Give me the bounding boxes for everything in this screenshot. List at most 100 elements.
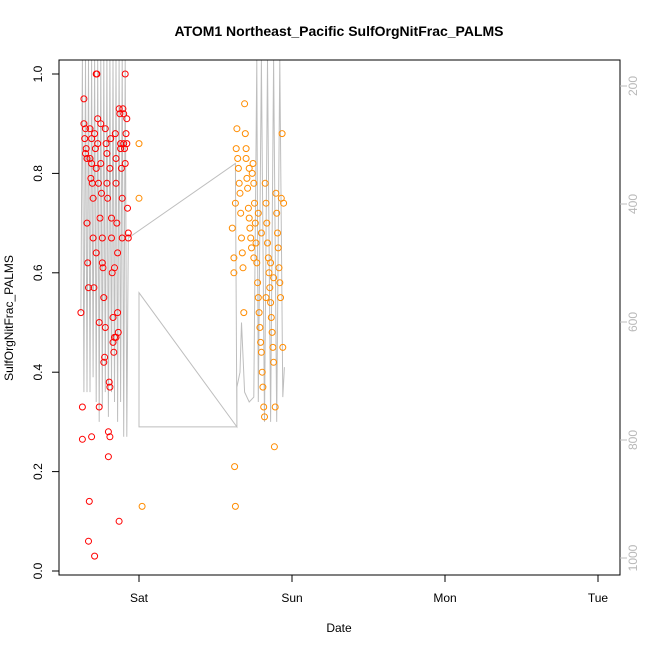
data-point: [108, 214, 115, 222]
data-point: [92, 164, 100, 172]
data-point: [112, 333, 120, 341]
y-tick-label: 0.4: [31, 364, 45, 381]
data-point: [267, 259, 275, 267]
x-tick-label: Mon: [433, 591, 456, 605]
data-point: [135, 194, 143, 202]
y-axis-label: SulfOrgNitFrac_PALMS: [2, 255, 16, 381]
data-point: [95, 319, 103, 326]
y-axis: 0.0 0.2 0.4 0.6 0.8 1.0: [31, 65, 59, 579]
data-point: [250, 179, 258, 187]
data-point: [248, 244, 255, 252]
data-point: [115, 105, 123, 113]
data-point: [239, 264, 247, 272]
data-point: [254, 209, 262, 217]
data-point: [82, 125, 89, 133]
plot-frame: [58, 59, 621, 576]
data-point: [85, 284, 92, 292]
data-point: [254, 294, 262, 302]
data-point: [92, 249, 100, 257]
data-point: [92, 70, 100, 78]
data-point: [250, 254, 258, 262]
data-point: [270, 443, 278, 451]
data-point: [242, 155, 250, 162]
data-point: [83, 155, 91, 162]
data-point: [101, 324, 109, 331]
data-point: [257, 229, 265, 237]
data-point: [124, 204, 131, 212]
data-point: [89, 194, 97, 202]
data-point: [91, 130, 99, 138]
data-point: [99, 264, 107, 272]
data-point: [95, 179, 102, 187]
data-point: [237, 209, 245, 217]
data-point: [94, 140, 102, 148]
data-point: [244, 204, 252, 212]
data-point: [124, 234, 132, 242]
right-tick-label: 600: [626, 312, 640, 332]
data-point: [231, 502, 239, 510]
data-point: [104, 453, 112, 461]
data-point: [269, 343, 277, 351]
data-point: [95, 403, 103, 411]
data-point: [91, 552, 99, 560]
data-point: [276, 279, 284, 287]
right-tick-label: 200: [626, 76, 640, 96]
data-point: [98, 189, 105, 197]
y-tick-label: 0.0: [31, 562, 45, 579]
data-point: [113, 219, 121, 227]
data-point: [123, 140, 131, 148]
data-point: [243, 174, 251, 182]
data-point: [89, 234, 97, 242]
data-point: [252, 239, 260, 247]
data-point: [228, 224, 236, 232]
data-point: [231, 199, 239, 207]
data-point: [248, 169, 256, 177]
data-point: [109, 314, 117, 321]
data-point: [255, 309, 263, 317]
points-layer: [77, 70, 288, 560]
data-point: [265, 269, 273, 277]
data-point: [270, 274, 278, 282]
data-point: [268, 328, 276, 336]
data-point: [277, 294, 284, 302]
right-tick-label: 1000: [626, 544, 640, 571]
data-point: [112, 179, 120, 187]
data-point: [111, 264, 118, 272]
data-point: [249, 160, 257, 167]
data-point: [272, 189, 280, 197]
data-point: [135, 140, 143, 148]
data-point: [106, 164, 114, 172]
data-point: [111, 130, 119, 138]
data-point: [258, 368, 266, 376]
data-point: [262, 294, 270, 302]
data-point: [80, 120, 88, 128]
data-point: [103, 179, 111, 187]
data-point: [97, 120, 105, 128]
data-point: [274, 244, 282, 252]
data-point: [230, 269, 238, 277]
data-point: [104, 428, 112, 436]
data-point: [81, 135, 89, 143]
data-point: [267, 314, 275, 321]
data-point: [101, 125, 109, 133]
chart-title: ATOM1 Northeast_Pacific SulfOrgNitFrac_P…: [174, 23, 503, 39]
data-point: [82, 150, 89, 157]
data-point: [105, 378, 113, 386]
data-point: [257, 338, 265, 346]
data-point: [120, 140, 128, 148]
data-point: [241, 130, 249, 138]
x-tick-label: Sun: [281, 591, 302, 605]
data-point: [245, 164, 253, 172]
data-point: [273, 209, 281, 217]
data-point: [117, 145, 125, 153]
data-point: [238, 234, 245, 242]
data-point: [263, 219, 271, 227]
data-point: [234, 155, 242, 162]
data-point: [87, 174, 95, 182]
data-point: [256, 324, 264, 331]
x-axis: Sat Sun Mon Tue: [130, 575, 608, 605]
data-point: [236, 189, 244, 197]
data-point: [234, 164, 242, 172]
data-point: [121, 160, 129, 167]
data-point: [104, 194, 112, 202]
